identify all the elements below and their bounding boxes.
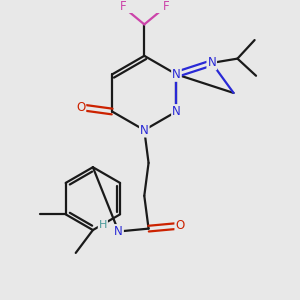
Text: O: O <box>176 219 184 232</box>
Text: N: N <box>114 225 123 238</box>
Text: N: N <box>207 56 216 69</box>
Text: H: H <box>99 220 107 230</box>
Text: O: O <box>76 101 85 114</box>
Text: N: N <box>172 105 181 118</box>
Text: N: N <box>172 68 181 81</box>
Text: N: N <box>140 124 149 136</box>
Text: F: F <box>120 0 126 13</box>
Text: F: F <box>162 0 169 13</box>
